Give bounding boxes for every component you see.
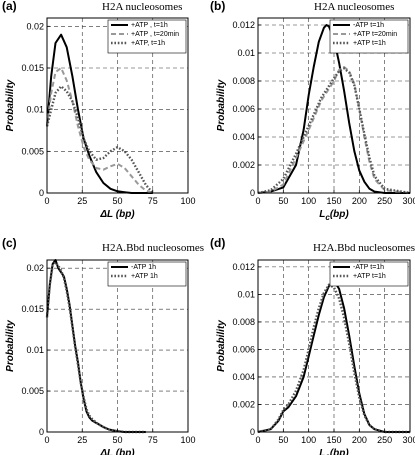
x-tick-label: 200 [352, 196, 367, 206]
x-tick-label: 50 [112, 435, 122, 445]
chart-panel-2: (b) H2A nucleosomes 0 50 100 150 200 250 300 0 0.0… [210, 0, 415, 222]
series-line-2 [257, 66, 411, 194]
x-axis-label: ΔL (bp) [99, 209, 135, 220]
y-axis-label: Probability [216, 320, 227, 372]
legend-entry: +ATP , t=20min [131, 31, 179, 38]
y-axis-label: Probability [216, 79, 227, 131]
chart-title: H2A nucleosomes [102, 1, 182, 13]
legend-entry: +ATP 1h [131, 273, 158, 280]
x-axis-label: Lc(bp) [319, 448, 349, 455]
x-tick-label: 100 [301, 196, 316, 206]
y-tick-label: 0.006 [232, 344, 255, 354]
panel-label: (b) [210, 0, 225, 13]
x-tick-label: 250 [377, 196, 392, 206]
y-tick-label: 0.01 [26, 105, 44, 115]
y-tick-label: 0 [39, 427, 44, 437]
y-tick-label: 0.006 [232, 104, 255, 114]
series-line-2 [46, 67, 154, 194]
x-tick-label: 75 [148, 435, 158, 445]
legend-entry: +ATP t=20min [353, 31, 397, 38]
chart-title: H2A.Bbd nucleosomes [313, 242, 415, 254]
x-tick-label: 0 [255, 196, 260, 206]
x-tick-label: 0 [255, 435, 260, 445]
y-tick-label: 0.012 [232, 20, 255, 30]
x-tick-label: 300 [402, 196, 415, 206]
chart-panel-1: (a) H2A nucleosomes 0 25 50 75 100 0 0.005 0.01 0.… [2, 0, 196, 220]
y-tick-label: 0.012 [232, 262, 255, 272]
x-tick-label: 100 [301, 435, 316, 445]
legend: -ATP t=1h +ATP t=1h [329, 261, 409, 287]
y-tick-label: 0 [250, 427, 255, 437]
y-tick-label: 0.008 [232, 76, 255, 86]
legend-entry: -ATP t=1h [353, 22, 384, 29]
y-tick-label: 0.004 [232, 372, 255, 382]
legend: +ATP , t=1h +ATP , t=20min +ATP, t=1h [107, 19, 187, 54]
y-tick-label: 0.01 [237, 289, 255, 299]
legend-entry: +ATP, t=1h [131, 40, 165, 47]
y-tick-label: 0 [39, 188, 44, 198]
y-axis-label: Probability [5, 79, 16, 131]
y-tick-label: 0.01 [237, 48, 255, 58]
x-tick-label: 75 [148, 196, 158, 206]
y-tick-label: 0.004 [232, 132, 255, 142]
y-axis-label: Probability [5, 320, 16, 372]
x-tick-label: 300 [402, 435, 415, 445]
x-tick-label: 250 [377, 435, 392, 445]
x-tick-label: 50 [278, 196, 288, 206]
legend: -ATP 1h +ATP 1h [107, 261, 187, 287]
y-tick-label: 0.02 [26, 21, 44, 31]
x-tick-label: 25 [77, 435, 87, 445]
series-line-2 [257, 283, 410, 434]
panel-label: (a) [2, 0, 17, 13]
series-line-1 [46, 259, 146, 433]
legend-entry: +ATP , t=1h [131, 22, 168, 29]
x-axis-label: Lc(bp) [319, 209, 349, 222]
x-tick-label: 50 [278, 435, 288, 445]
series-line-3 [257, 67, 411, 195]
legend: -ATP t=1h +ATP t=20min +ATP t=1h [329, 19, 409, 54]
y-tick-label: 0.002 [232, 160, 255, 170]
y-tick-label: 0.02 [26, 263, 44, 273]
series-line-2 [45, 261, 146, 434]
y-tick-label: 0.015 [21, 63, 44, 73]
x-tick-label: 100 [180, 196, 195, 206]
x-tick-label: 200 [352, 435, 367, 445]
x-axis-label: ΔL (bp) [99, 448, 135, 455]
chart-panel-3: (c) H2A.Bbd nucleosomes 0 25 50 75 100 0 0.005 0.… [2, 236, 204, 455]
chart-title: H2A.Bbd nucleosomes [102, 242, 204, 254]
y-tick-label: 0.015 [21, 304, 44, 314]
y-tick-label: 0.01 [26, 345, 44, 355]
panel-label: (c) [2, 236, 17, 250]
x-tick-label: 0 [44, 435, 49, 445]
legend-entry: -ATP 1h [131, 264, 156, 271]
chart-panel-4: (d) H2A.Bbd nucleosomes 0 50 100 150 200 250 30 0… [210, 236, 415, 455]
x-tick-label: 25 [77, 196, 87, 206]
x-tick-label: 50 [112, 196, 122, 206]
series-line-3 [45, 85, 154, 194]
legend-entry: +ATP t=1h [353, 40, 386, 47]
x-tick-label: 150 [326, 435, 341, 445]
chart-title: H2A nucleosomes [314, 1, 394, 13]
x-tick-label: 100 [180, 435, 195, 445]
y-tick-label: 0.002 [232, 399, 255, 409]
x-tick-label: 150 [326, 196, 341, 206]
y-tick-label: 0.005 [21, 146, 44, 156]
legend-entry: +ATP t=1h [353, 273, 386, 280]
legend-entry: -ATP t=1h [353, 264, 384, 271]
y-tick-label: 0.008 [232, 317, 255, 327]
y-tick-label: 0.005 [21, 386, 44, 396]
y-tick-label: 0 [250, 188, 255, 198]
panel-label: (d) [210, 236, 225, 250]
x-tick-label: 0 [44, 196, 49, 206]
